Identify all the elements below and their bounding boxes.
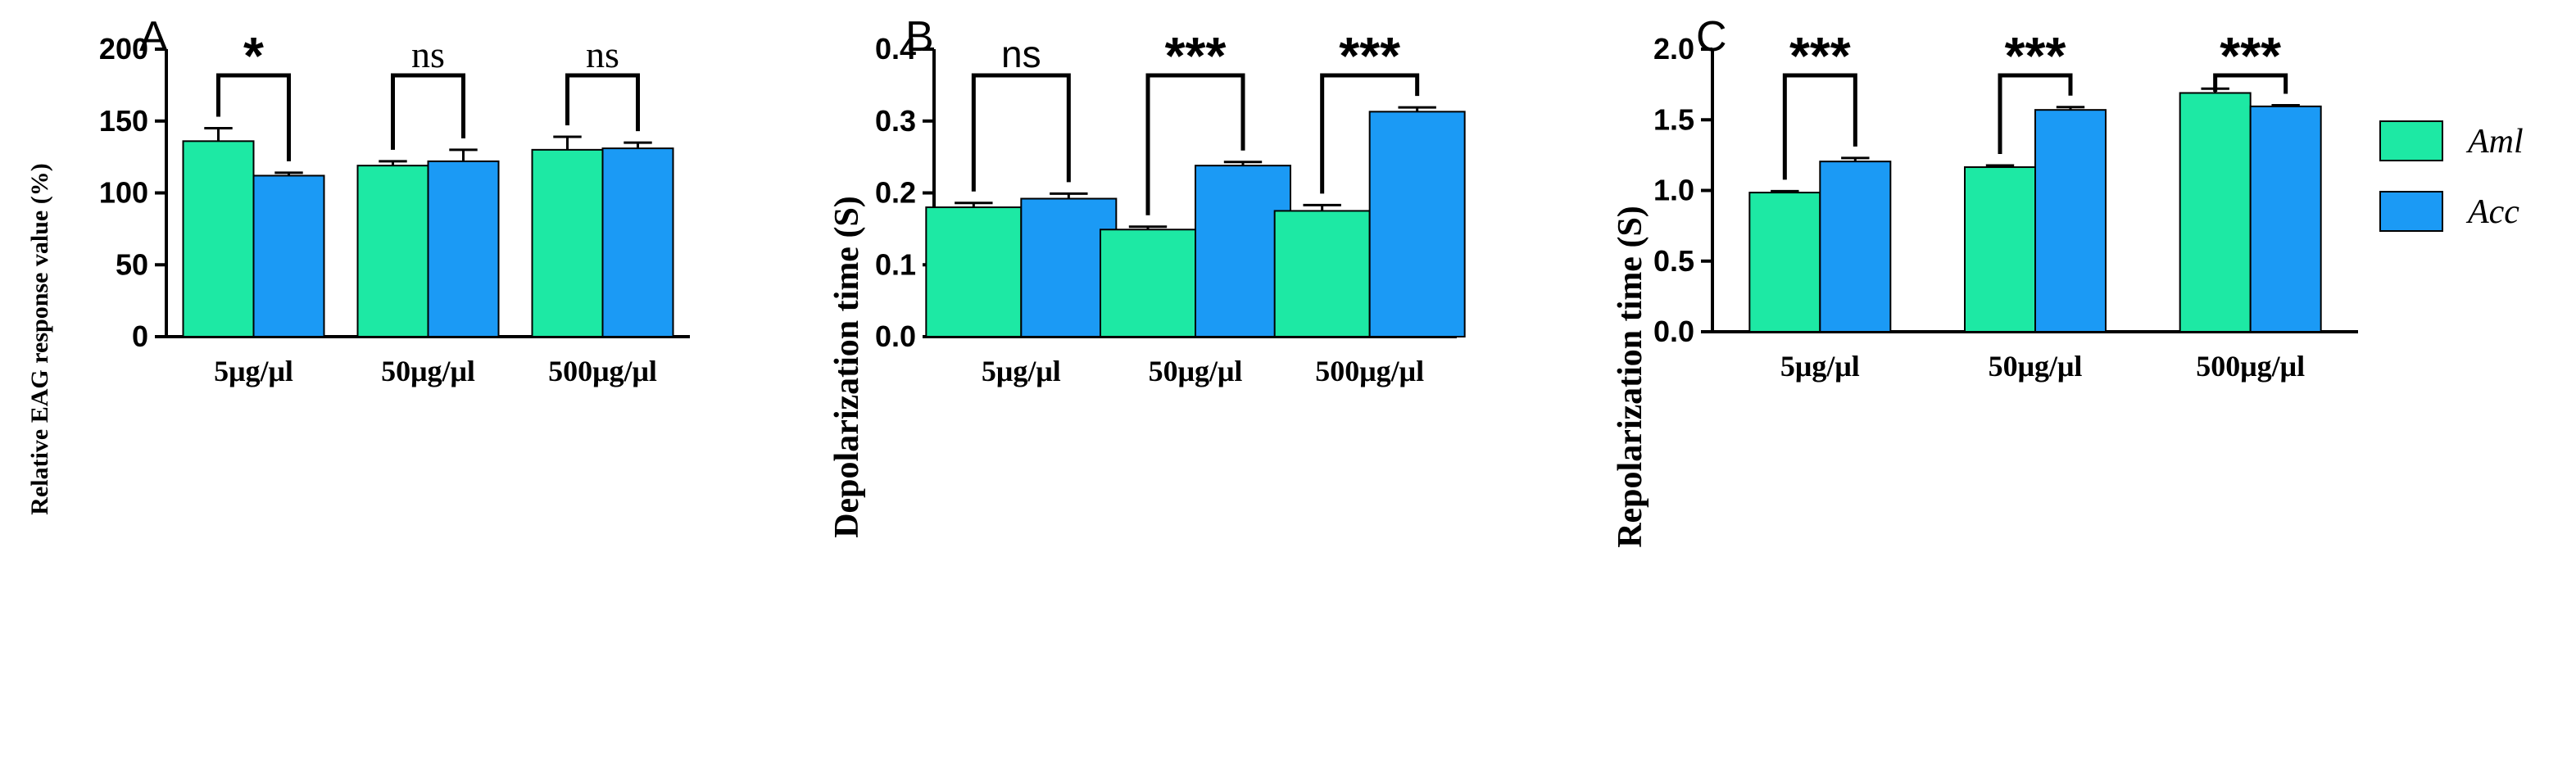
significance-label-b: *** bbox=[1339, 26, 1400, 85]
panel-c: 0.0 0.5 1.0 1.5 2.0 *** 5μg/μl *** 50μg/μl *** 500… bbox=[1653, 26, 2358, 383]
bar-acc-c bbox=[2034, 109, 2107, 333]
significance-label-b: ns bbox=[1001, 33, 1041, 75]
x-tick-label-c: 500μg/μl bbox=[2196, 350, 2305, 383]
x-tick-label-a: 50μg/μl bbox=[381, 355, 475, 387]
panel-a: 0 50 100 150 200 * 5μg/μl ns 50μg/μl ns 500μg/μl bbox=[99, 26, 690, 387]
bar-acc-a bbox=[427, 160, 500, 337]
significance-label-b: *** bbox=[1165, 26, 1227, 85]
significance-bracket-c bbox=[1782, 73, 1857, 180]
y-tick-label-c: 0.0 bbox=[1653, 315, 1694, 348]
y-axis-title-c: Repolarization time (S) bbox=[1612, 206, 1649, 548]
significance-bracket-c bbox=[1998, 73, 2073, 154]
y-tick-label-c: 2.0 bbox=[1653, 32, 1694, 66]
significance-bracket-b bbox=[1320, 73, 1420, 194]
x-tick-label-c: 5μg/μl bbox=[1780, 350, 1860, 383]
y-tick-label-b: 0.0 bbox=[875, 319, 916, 353]
y-tick-label-a: 100 bbox=[99, 176, 148, 210]
x-tick-label-a: 5μg/μl bbox=[214, 355, 293, 387]
bar-acc-c bbox=[1819, 161, 1892, 333]
legend-swatch-acc bbox=[2379, 191, 2443, 232]
significance-bracket-a bbox=[391, 73, 465, 150]
y-tick-label-c: 1.0 bbox=[1653, 174, 1694, 207]
bar-aml-a bbox=[356, 165, 429, 337]
legend-swatch-aml bbox=[2379, 120, 2443, 161]
bar-acc-a bbox=[252, 174, 325, 337]
significance-bracket-b bbox=[1145, 73, 1245, 215]
bar-aml-b bbox=[1100, 229, 1196, 337]
legend: Aml Acc bbox=[2379, 120, 2524, 232]
bar-acc-b bbox=[1368, 111, 1466, 337]
significance-label-a: ns bbox=[586, 34, 619, 75]
bar-aml-c bbox=[2179, 92, 2252, 333]
y-tick-label-c: 1.5 bbox=[1653, 102, 1694, 136]
bar-acc-c bbox=[2249, 105, 2322, 333]
bar-aml-c bbox=[1964, 166, 2036, 333]
panel-letter-b: B bbox=[905, 13, 934, 61]
x-tick-label-b: 50μg/μl bbox=[1149, 355, 1243, 387]
y-tick-label-a: 150 bbox=[99, 104, 148, 138]
significance-label-a: * bbox=[243, 26, 264, 85]
y-tick-label-c: 0.5 bbox=[1653, 244, 1694, 278]
y-tick-label-a: 50 bbox=[116, 247, 148, 281]
bar-acc-a bbox=[601, 147, 674, 337]
significance-bracket-a bbox=[216, 73, 291, 161]
y-axis-title-b: Depolarization time (S) bbox=[828, 196, 866, 538]
bar-aml-b bbox=[1273, 210, 1371, 337]
x-tick-label-b: 5μg/μl bbox=[982, 355, 1061, 387]
y-tick-label-a: 0 bbox=[132, 319, 148, 353]
significance-label-c: *** bbox=[1789, 26, 1851, 85]
x-tick-label-b: 500μg/μl bbox=[1315, 355, 1424, 387]
legend-label-acc: Acc bbox=[2465, 193, 2519, 231]
x-tick-label-c: 50μg/μl bbox=[1989, 350, 2083, 383]
bar-aml-a bbox=[182, 140, 255, 337]
significance-label-c: *** bbox=[2005, 26, 2066, 85]
bar-aml-a bbox=[531, 148, 604, 337]
bar-aml-c bbox=[1748, 192, 1821, 333]
bar-aml-b bbox=[925, 206, 1023, 337]
x-tick-label-a: 500μg/μl bbox=[548, 355, 657, 387]
y-tick-label-a: 200 bbox=[99, 32, 148, 66]
y-axis-title-a: Relative EAG response value (%) bbox=[26, 163, 53, 514]
y-tick-label-b: 0.1 bbox=[875, 247, 916, 281]
panel-letter-a: A bbox=[139, 13, 168, 61]
y-tick-label-b: 0.2 bbox=[875, 176, 916, 210]
significance-bracket-a bbox=[565, 73, 640, 132]
legend-label-aml: Aml bbox=[2465, 123, 2524, 161]
y-tick-label-b: 0.4 bbox=[875, 32, 916, 66]
y-tick-label-b: 0.3 bbox=[875, 104, 916, 138]
significance-label-a: ns bbox=[411, 34, 445, 75]
significance-label-c: *** bbox=[2220, 26, 2281, 85]
significance-bracket-c bbox=[2213, 73, 2288, 94]
significance-bracket-b bbox=[971, 73, 1071, 192]
panel-b: 0.0 0.1 0.2 0.3 0.4 ns 5μg/μl *** 50μg/μl *** 500μ… bbox=[875, 26, 1466, 387]
